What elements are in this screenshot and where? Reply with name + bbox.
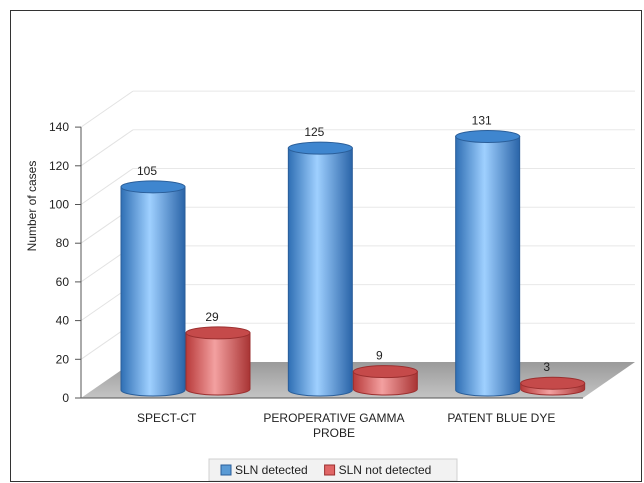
data-label: 125 [304, 125, 324, 139]
label-layer: 105 29 125 9 131 3 [137, 114, 550, 375]
gridline-depth [80, 168, 134, 205]
y-tick-label: 80 [56, 236, 70, 250]
x-category-label: PATENT BLUE DYE [447, 411, 555, 425]
data-label: 131 [472, 114, 492, 128]
bar-sln-not-detected [185, 326, 251, 396]
y-axis-title: Number of cases [25, 161, 39, 252]
x-category-label: PEROPERATIVE GAMMA PROBE [263, 411, 404, 440]
bar-layer [120, 130, 586, 397]
bar-sln-detected [120, 180, 186, 397]
y-tick-label: 0 [62, 391, 69, 405]
data-label: 9 [376, 349, 383, 363]
bar-sln-detected [287, 141, 353, 397]
legend: SLN detected SLN not detected [208, 458, 458, 481]
legend-swatch [220, 464, 232, 476]
bar-sln-not-detected [520, 376, 586, 396]
bar-sln-not-detected [352, 365, 418, 396]
y-tick-label: 120 [49, 159, 69, 173]
y-tick-label: 60 [56, 275, 70, 289]
grid-layer [80, 90, 635, 360]
axis-layer: 0 20 40 60 80 100 120 140 SPECT-CT PEROPERATIVE G… [49, 120, 583, 440]
legend-label: SLN detected [235, 463, 308, 477]
legend-label: SLN not detected [339, 463, 432, 477]
cylinder-bar-chart: 0 20 40 60 80 100 120 140 SPECT-CT PEROPERATIVE G… [25, 90, 635, 481]
data-label: 105 [137, 164, 157, 178]
x-category-label: SPECT-CT [137, 411, 197, 425]
y-tick-label: 20 [56, 352, 70, 366]
bar-sln-detected [455, 130, 521, 397]
y-tick-label: 140 [49, 120, 69, 134]
data-label: 3 [543, 360, 550, 374]
y-tick-label: 40 [56, 314, 70, 328]
y-tick-label: 100 [49, 198, 69, 212]
gridline-depth [80, 90, 134, 128]
gridline-depth [80, 129, 134, 167]
data-label: 29 [205, 310, 219, 324]
legend-swatch [324, 464, 336, 476]
chart-frame: 0 20 40 60 80 100 120 140 SPECT-CT PEROPERATIVE G… [10, 10, 642, 482]
